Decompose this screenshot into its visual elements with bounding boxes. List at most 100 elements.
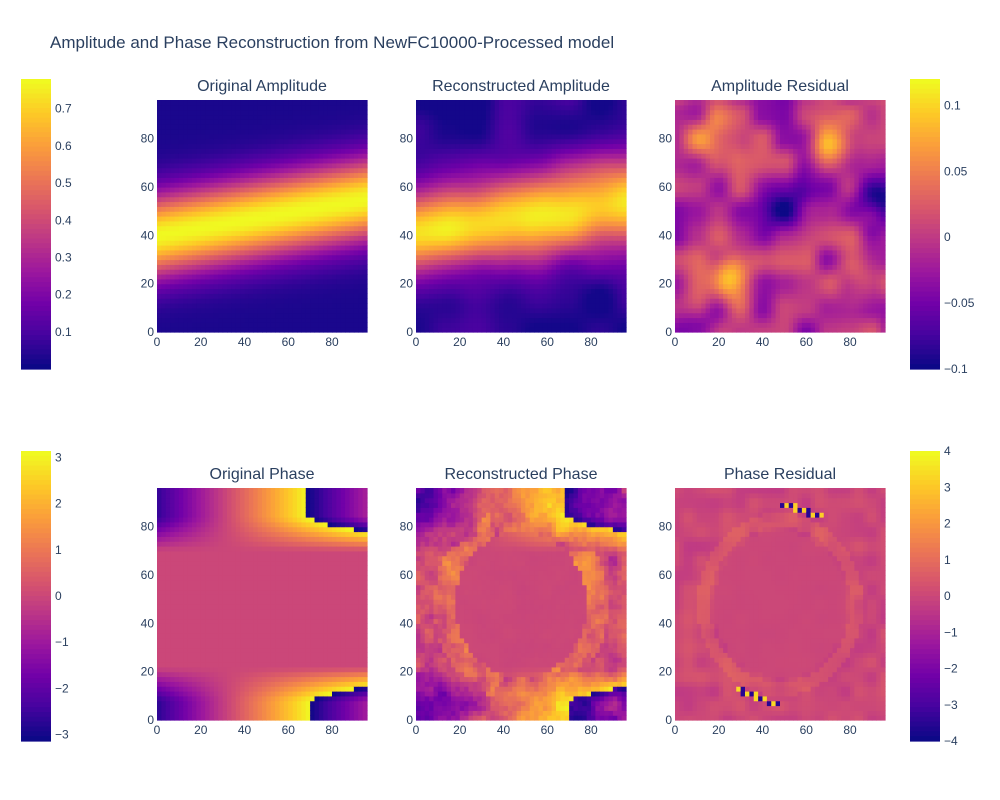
heatmap-cell <box>266 283 272 290</box>
heatmap-cell <box>332 283 337 290</box>
heatmap-cell <box>512 158 518 164</box>
heatmap-cell <box>420 148 426 154</box>
heatmap-cell <box>283 196 289 203</box>
x-tick-label: 80 <box>325 335 339 349</box>
heatmap-cell <box>314 278 320 285</box>
heatmap-cell <box>679 138 685 145</box>
heatmap-cell <box>231 317 237 323</box>
heatmap-cell <box>332 278 337 285</box>
heatmap-cell <box>253 167 259 174</box>
heatmap-cell <box>503 100 509 106</box>
heatmap-cell <box>701 327 707 333</box>
heatmap-cell <box>336 172 342 178</box>
heatmap-cell <box>612 182 618 188</box>
heatmap-cell <box>345 133 351 140</box>
heatmap-cell <box>353 187 359 193</box>
heatmap-cell <box>275 288 281 294</box>
heatmap-cell <box>459 167 465 174</box>
heatmap-cell <box>679 303 685 309</box>
heatmap-cell <box>692 143 698 149</box>
heatmap-cell <box>257 307 263 314</box>
heatmap-cell <box>174 100 180 106</box>
heatmap-cell <box>174 148 180 154</box>
heatmap-cell <box>222 182 228 188</box>
heatmap-cell <box>362 191 368 198</box>
heatmap-cell <box>477 312 483 319</box>
heatmap-cell <box>490 206 496 212</box>
heatmap-cell <box>472 235 478 241</box>
heatmap-cell <box>464 288 470 294</box>
heatmap-cell <box>170 298 176 304</box>
heatmap-cell <box>318 100 324 106</box>
heatmap-cell <box>525 240 531 246</box>
heatmap-cell <box>253 182 259 188</box>
heatmap-cell <box>358 109 364 116</box>
heatmap-cell <box>209 124 215 130</box>
heatmap-cell <box>468 264 474 270</box>
heatmap-cell <box>332 124 337 130</box>
heatmap-cell <box>358 206 364 212</box>
heatmap-cell <box>349 124 355 130</box>
heatmap-cell <box>569 124 575 130</box>
heatmap-cell <box>200 303 206 309</box>
heatmap-cell <box>494 283 500 290</box>
heatmap-cell <box>464 133 470 140</box>
heatmap-cell <box>701 298 707 304</box>
heatmap-cell <box>424 211 430 217</box>
heatmap-cell <box>345 109 351 116</box>
heatmap-cell <box>472 327 478 333</box>
heatmap-cell <box>586 138 592 145</box>
heatmap-cell <box>196 307 202 314</box>
heatmap-cell <box>222 124 228 130</box>
heatmap-cell <box>231 293 237 299</box>
heatmap-cell <box>340 196 346 203</box>
heatmap-cell <box>534 119 540 125</box>
heatmap-cell <box>577 288 583 294</box>
heatmap-cell <box>305 269 311 275</box>
heatmap-cell <box>362 220 368 227</box>
heatmap-cell <box>692 230 698 236</box>
heatmap-cell <box>416 153 421 159</box>
heatmap-cell <box>231 196 237 203</box>
heatmap-cell <box>349 196 355 203</box>
heatmap-cell <box>481 245 487 251</box>
heatmap-cell <box>617 196 623 203</box>
heatmap-cell <box>451 235 456 241</box>
heatmap-cell <box>521 100 526 106</box>
heatmap-cell <box>213 293 219 299</box>
heatmap-cell <box>692 298 698 304</box>
heatmap-cell <box>675 109 680 116</box>
heatmap-cell <box>327 119 333 125</box>
heatmap-cell <box>551 148 557 154</box>
y-tick-label: 60 <box>141 180 155 194</box>
heatmap-cell <box>499 288 505 294</box>
heatmap-cell <box>534 288 540 294</box>
heatmap-cell <box>200 254 206 261</box>
heatmap-cell <box>675 240 680 246</box>
heatmap-cell <box>437 167 443 174</box>
heatmap-cell <box>534 249 540 256</box>
heatmap-cell <box>621 206 627 212</box>
heatmap-cell <box>472 274 478 280</box>
heatmap-cell <box>266 216 272 222</box>
heatmap-cell <box>231 177 237 183</box>
heatmap-cell <box>433 240 439 246</box>
heatmap-cell <box>538 100 544 106</box>
heatmap-cell <box>279 133 285 140</box>
heatmap-cell <box>591 124 596 130</box>
heatmap-cell <box>547 225 553 232</box>
heatmap-cell <box>494 129 500 135</box>
heatmap-cell <box>292 109 298 116</box>
heatmap-cell <box>235 307 241 314</box>
heatmap-cell <box>161 129 167 135</box>
heatmap-cell <box>551 196 557 203</box>
heatmap-cell <box>244 264 250 270</box>
heatmap-cell <box>213 143 219 149</box>
heatmap-cell <box>569 288 575 294</box>
heatmap-cell <box>599 109 605 116</box>
heatmap-cell <box>257 235 263 241</box>
heatmap-cell <box>270 230 276 236</box>
heatmap-cell <box>310 158 316 164</box>
heatmap-cell <box>591 201 596 207</box>
heatmap-cell <box>512 206 518 212</box>
